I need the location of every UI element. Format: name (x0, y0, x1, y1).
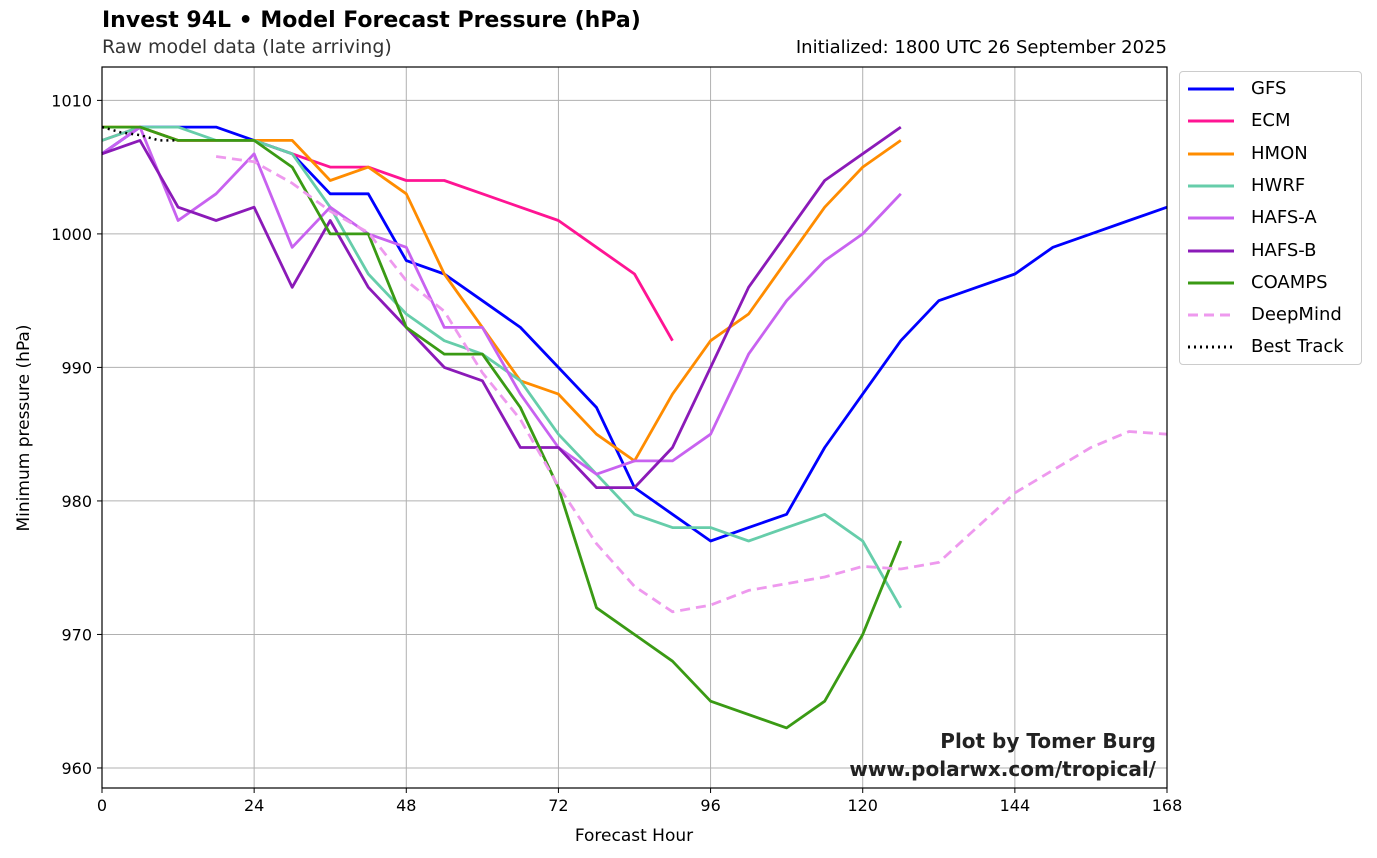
legend-swatch-gfs (1188, 87, 1234, 91)
x-tick-label: 24 (244, 796, 264, 815)
chart-title: Invest 94L • Model Forecast Pressure (hP… (102, 8, 641, 33)
series-line-hafs-b (101, 125, 902, 490)
series-line-gfs (101, 125, 1168, 543)
legend-swatch-coamps (1188, 281, 1234, 285)
y-tick-label: 980 (61, 492, 92, 511)
legend-swatch-hafs-a (1188, 216, 1234, 220)
legend-item-best-track: Best Track (1180, 335, 1361, 359)
legend-swatch-hwrf (1188, 184, 1234, 188)
y-tick-label: 990 (61, 358, 92, 377)
legend-swatch-hafs-b (1188, 249, 1234, 252)
legend-swatch-hmon (1188, 152, 1234, 156)
x-axis-label: Forecast Hour (575, 826, 693, 846)
x-tick-label: 96 (700, 796, 720, 815)
legend-item-hwrf: HWRF (1180, 174, 1361, 198)
legend-label-gfs: GFS (1251, 78, 1287, 99)
y-tick-label: 970 (61, 625, 92, 644)
series-layer (101, 125, 1168, 730)
legend-item-gfs: GFS (1180, 77, 1361, 101)
x-tick-label: 144 (1000, 796, 1031, 815)
legend-item-deepmind: DeepMind (1180, 303, 1361, 327)
plot-frame (101, 66, 1168, 789)
ticks: 0 24 48 72 96 120 144 168 960 970 980 990 1000 1010 (51, 91, 1182, 815)
legend-label-deepmind: DeepMind (1251, 304, 1342, 326)
legend-label-hafs-b: HAFS-B (1251, 239, 1317, 261)
legend-swatch-deepmind (1188, 313, 1234, 317)
legend: GFS ECM HMON HWRF HAFS-A HAFS-B COAMPS DeepMind… (1179, 71, 1362, 365)
y-tick-label: 960 (61, 759, 92, 778)
series-line-coamps (102, 125, 903, 730)
chart-subtitle: Raw model data (late arriving) (102, 36, 392, 58)
x-tick-label: 0 (97, 796, 107, 815)
series-line-hafs-a (101, 125, 902, 476)
legend-item-ecm: ECM (1180, 109, 1361, 133)
x-tick-label: 48 (396, 796, 416, 815)
legend-swatch-best-track (1188, 345, 1234, 349)
legend-label-ecm: ECM (1251, 110, 1291, 132)
legend-item-hafs-a: HAFS-A (1180, 206, 1361, 230)
legend-item-coamps: COAMPS (1180, 271, 1361, 295)
legend-label-hmon: HMON (1251, 142, 1308, 164)
credit-author: Plot by Tomer Burg (940, 729, 1156, 753)
series-line-best-track (101, 125, 179, 142)
legend-label-hwrf: HWRF (1251, 174, 1306, 196)
initialized-label: Initialized: 1800 UTC 26 September 2025 (795, 37, 1167, 58)
series-line-deepmind (215, 155, 1168, 614)
x-tick-label: 168 (1152, 796, 1183, 815)
legend-item-hafs-b: HAFS-B (1180, 239, 1361, 263)
legend-item-hmon: HMON (1180, 142, 1361, 166)
legend-label-coamps: COAMPS (1251, 271, 1328, 293)
x-tick-label: 120 (847, 796, 878, 815)
y-tick-label: 1000 (51, 225, 92, 244)
y-axis-label: Minimum pressure (hPa) (14, 325, 34, 532)
series-line-hmon (102, 125, 902, 463)
x-tick-label: 72 (548, 796, 568, 815)
legend-swatch-ecm (1188, 119, 1234, 123)
legend-label-hafs-a: HAFS-A (1251, 207, 1317, 229)
legend-label-best-track: Best Track (1251, 336, 1344, 358)
y-tick-label: 1010 (51, 91, 92, 110)
credit-url: www.polarwx.com/tropical/ (849, 757, 1156, 781)
